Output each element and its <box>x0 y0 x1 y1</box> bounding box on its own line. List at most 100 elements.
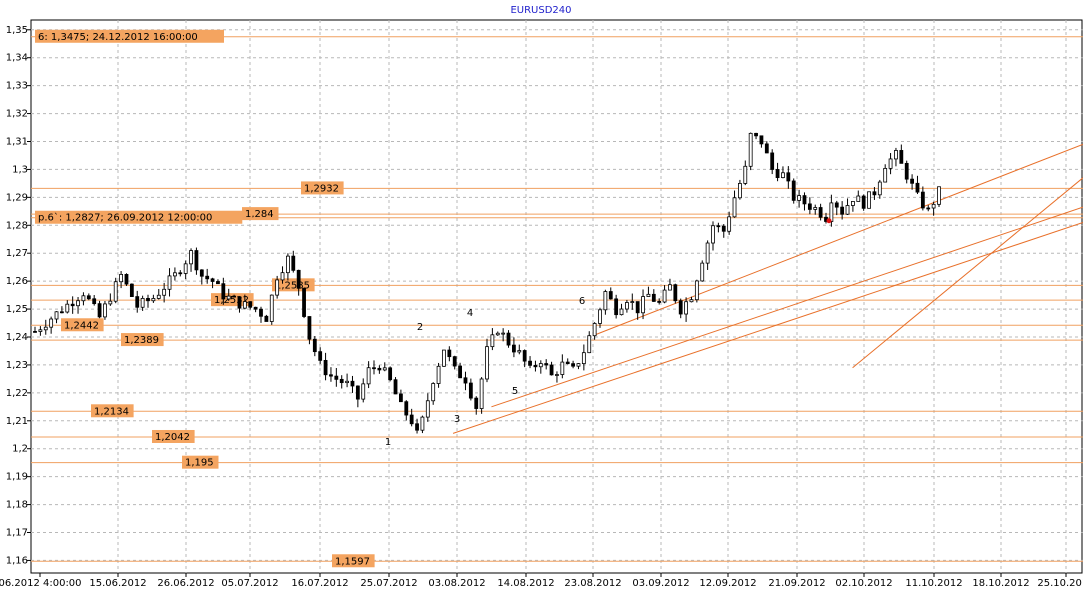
x-tick-label: 03.08.2012 <box>428 578 485 589</box>
candle-body <box>226 295 231 300</box>
candle-body <box>673 284 678 302</box>
candle-body <box>302 287 306 317</box>
horizontal-levels: 6: 1,3475; 24.12.2012 16:00:00 1,2932 1,28… <box>31 29 1083 568</box>
candle-body <box>716 225 721 228</box>
candle-body <box>867 191 871 209</box>
x-tick-label: 05.07.2012 <box>221 578 278 589</box>
wave-labels: 1 2 3 4 5 6 <box>385 218 832 448</box>
candle-body <box>38 329 43 332</box>
candle-body <box>528 360 532 366</box>
candle-body <box>517 350 522 353</box>
candle-body <box>581 352 586 365</box>
candle-body <box>694 280 699 301</box>
level-label: 1,2932 <box>301 181 344 195</box>
candle-body <box>512 344 516 353</box>
candle-body <box>463 377 468 384</box>
candle-body <box>162 288 167 296</box>
candle-body <box>350 380 355 387</box>
y-tick-label: 1,18 <box>6 500 28 511</box>
level-label-bg <box>242 207 279 221</box>
candle-body <box>608 291 613 300</box>
trendline <box>852 177 1083 369</box>
level-label-text: 1,2042 <box>155 432 190 443</box>
candle-body <box>576 363 581 367</box>
candle-body <box>167 275 172 290</box>
candle-body <box>156 294 161 299</box>
candle-body <box>103 303 107 318</box>
candle-body <box>237 296 242 309</box>
candle-body <box>700 262 705 282</box>
candle-body <box>404 401 409 416</box>
candle-body <box>920 191 925 209</box>
y-tick-label: 1,31 <box>6 136 28 147</box>
candle-body <box>818 207 823 218</box>
candle-body <box>759 135 764 145</box>
candle-body <box>119 274 123 283</box>
candle-body <box>468 382 473 399</box>
candle-body <box>253 306 258 310</box>
candle-body <box>479 378 484 409</box>
level-label-bg <box>35 29 224 43</box>
level-label-text: 1,284 <box>245 209 274 220</box>
candle-body <box>555 374 559 376</box>
candle-body <box>259 308 263 317</box>
candle-body <box>522 350 527 362</box>
trendline <box>491 206 1083 408</box>
candle-body <box>173 272 177 277</box>
level-label: 1,2134 <box>91 404 134 418</box>
candle-body <box>189 250 193 265</box>
candle-body <box>754 132 758 137</box>
wave-label: 5 <box>512 386 518 397</box>
candle-body <box>786 172 791 182</box>
x-tick-label: 25.07.2012 <box>360 578 417 589</box>
level-label-text: 1,1597 <box>335 556 370 567</box>
candle-body <box>393 379 398 395</box>
level-label-bg <box>121 333 164 347</box>
candle-body <box>216 281 220 285</box>
candle-body <box>641 296 645 314</box>
candle-body <box>851 201 855 206</box>
candle-body <box>415 423 419 431</box>
candle-body <box>345 380 349 384</box>
candle-body <box>447 349 452 358</box>
candle-body <box>651 293 656 302</box>
y-tick-label: 1,35 <box>6 25 28 36</box>
candle-body <box>194 250 199 271</box>
wave-label: 3 <box>454 414 460 425</box>
candle-body <box>635 301 640 314</box>
level-label-text: 1,2932 <box>304 183 339 194</box>
wave-label: 6 <box>579 296 585 307</box>
y-tick-label: 1,22 <box>6 388 28 399</box>
chart-title: EURUSD240 <box>510 5 571 16</box>
candle-body <box>183 263 188 274</box>
x-tick-label: 02.10.2012 <box>835 578 892 589</box>
candle-body <box>409 414 414 425</box>
wave-label: 2 <box>417 322 423 333</box>
candle-body <box>738 183 742 199</box>
candle-body <box>291 255 296 271</box>
candle-body <box>151 298 156 302</box>
y-tick-label: 1,24 <box>6 332 28 343</box>
candle-body <box>452 356 457 367</box>
x-tick-label: 15.06.2012 <box>89 578 146 589</box>
candle-body <box>910 178 914 184</box>
y-tick-label: 1,21 <box>6 416 28 427</box>
candle-body <box>323 359 328 376</box>
y-tick-label: 1,23 <box>6 360 28 371</box>
y-tick-label: 1,3 <box>12 164 28 175</box>
candle-body <box>560 361 565 375</box>
candle-body <box>538 363 543 368</box>
y-tick-label: 1,28 <box>6 220 28 231</box>
candle-body <box>490 334 495 348</box>
candle-body <box>807 203 812 210</box>
level-label-bg <box>152 429 195 443</box>
level-label-text: 1,2585 <box>275 280 310 291</box>
candle-body <box>705 242 710 264</box>
level-label: 1,2389 <box>121 333 164 347</box>
candle-body <box>565 361 570 365</box>
candle-body <box>86 295 91 300</box>
candle-body <box>888 158 893 169</box>
candle-body <box>689 299 694 303</box>
plot-frame <box>30 19 1083 574</box>
candle-body <box>619 308 624 316</box>
